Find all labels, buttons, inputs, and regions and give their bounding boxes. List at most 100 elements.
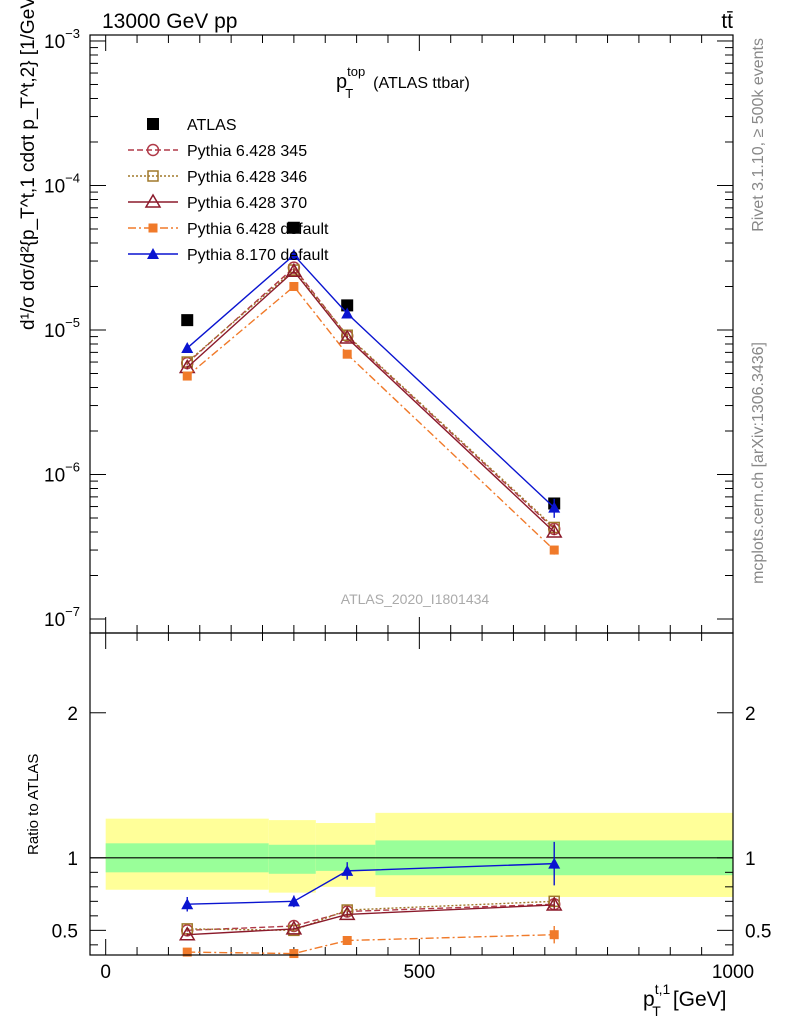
legend-marker	[148, 223, 158, 233]
main-ytick-label-exp: −6	[65, 459, 80, 474]
main-title-sub: T	[345, 86, 353, 101]
main-ytick-label: 10−7	[44, 604, 80, 631]
main-ytick-label-base: 10	[44, 465, 65, 486]
main-ytick-label-base: 10	[44, 32, 65, 53]
ratio-point	[545, 896, 563, 911]
main-watermark: ATLAS_2020_I1801434	[341, 591, 490, 607]
ratio-point	[285, 920, 303, 935]
ratio-xlabel-sup: t,1	[655, 981, 671, 997]
ratio-series-line	[187, 900, 555, 932]
main-ytick-label: 10−3	[44, 26, 80, 53]
ratio-point	[342, 935, 352, 945]
main-series-line	[186, 270, 555, 533]
ratio-panel: 0.5 0.5 1 1 2 2 0 500 1000 Ratio to ATLAS pt,1 T […	[25, 632, 771, 1019]
main-point	[545, 523, 563, 538]
legend-label: Pythia 6.428 370	[187, 195, 307, 212]
ratio-xlabel-sub: T	[652, 1003, 661, 1019]
main-point	[338, 329, 356, 344]
main-ytick-label: 10−5	[44, 315, 80, 342]
main-title-p: p	[336, 71, 347, 93]
ratio-point	[341, 864, 354, 876]
main-ytick-label-exp: −7	[65, 604, 80, 619]
main-series-line	[186, 254, 555, 509]
legend-item-1: Pythia 6.428 345	[128, 143, 307, 160]
legend-marker	[146, 143, 160, 157]
main-point	[549, 545, 559, 555]
main-ylabel: d¹/σ dσ/d²{p_T^t,1 cdσt p_T^t,2} [1/GeV²…	[18, 0, 39, 330]
main-point	[341, 299, 354, 312]
main-title: ptop T (ATLAS ttbar)	[336, 64, 470, 101]
ratio-series-line	[187, 903, 555, 932]
ratio-point	[178, 926, 196, 941]
main-series-3	[178, 262, 563, 538]
ratio-band-green	[268, 844, 316, 874]
legend-label: Pythia 8.170 default	[187, 247, 329, 264]
ratio-ticks: 0.5 0.5 1 1 2 2 0 500 1000	[52, 633, 771, 983]
ratio-point	[338, 905, 356, 921]
ratio-xlabel: pt,1 T [GeV]	[643, 981, 727, 1019]
main-point	[289, 281, 299, 291]
ratio-ytick-label-right: 0.5	[745, 921, 771, 942]
legend-marker	[147, 118, 159, 130]
legend-label: Pythia 6.428 default	[187, 221, 329, 238]
main-ytick-label-exp: −5	[65, 315, 80, 330]
ratio-ytick-label-right: 1	[745, 849, 756, 870]
legend-label: Pythia 6.428 345	[187, 143, 307, 160]
main-point	[181, 314, 194, 327]
main-series-0	[181, 221, 561, 511]
ratio-series-line	[187, 904, 555, 936]
legend-marker	[147, 248, 159, 259]
main-point	[287, 221, 300, 234]
main-point	[287, 249, 300, 261]
main-series-5	[181, 249, 561, 518]
main-title-rest: (ATLAS ttbar)	[373, 75, 470, 92]
main-point	[342, 349, 352, 359]
ratio-frame	[89, 632, 734, 956]
legend: ATLAS Pythia 6.428 345 Pythia 6.428 346 Pyt…	[128, 117, 329, 264]
ratio-point	[289, 949, 299, 959]
ratio-point	[182, 947, 192, 957]
source-label: mcplots.cern.ch [arXiv:1306.3436]	[750, 342, 767, 584]
ratio-xtick-label: 1000	[712, 962, 754, 983]
ratio-xlabel-p: p	[643, 988, 655, 1011]
legend-marker	[147, 170, 159, 182]
ratio-xtick-label: 500	[403, 962, 435, 983]
main-series-line	[186, 269, 555, 528]
legend-item-2: Pythia 6.428 346	[128, 169, 307, 186]
ratio-series-0	[180, 897, 561, 937]
rivet-label: Rivet 3.1.10, ≥ 500k events	[750, 38, 767, 232]
legend-item-4: Pythia 6.428 default	[128, 221, 329, 238]
main-ytick-label-exp: −3	[65, 26, 80, 41]
main-series	[178, 221, 563, 555]
main-series-2	[181, 264, 560, 534]
ratio-bands	[90, 812, 733, 897]
ratio-point	[549, 930, 559, 940]
main-ytick-label: 10−6	[44, 459, 80, 486]
legend-item-3: Pythia 6.428 370	[128, 193, 307, 212]
ratio-point	[287, 895, 300, 907]
energy-label: 13000 GeV pp	[102, 10, 237, 33]
ratio-ytick-label-right: 2	[745, 704, 756, 725]
process-label: tt̄	[721, 10, 733, 33]
main-series-line	[186, 285, 555, 551]
ratio-series-2	[178, 896, 563, 941]
legend-item-5: Pythia 8.170 default	[128, 247, 329, 264]
main-point	[181, 342, 194, 354]
main-title-sup: top	[347, 64, 365, 79]
main-ytick-label-exp: −4	[65, 170, 80, 185]
main-ytick-label-base: 10	[44, 610, 65, 631]
ratio-ylabel: Ratio to ATLAS	[25, 754, 42, 855]
main-ytick-label: 10−4	[44, 170, 80, 197]
legend-label: Pythia 6.428 346	[187, 169, 307, 186]
ratio-xtick-label: 0	[100, 962, 111, 983]
ratio-series	[178, 841, 563, 959]
main-point	[285, 262, 303, 277]
ratio-point	[181, 898, 194, 910]
ratio-series-line	[187, 862, 555, 905]
legend-label: ATLAS	[187, 117, 237, 134]
main-ticks: 10−710−610−510−410−3	[44, 26, 734, 633]
ratio-series-3	[182, 925, 559, 959]
main-ytick-label-base: 10	[44, 321, 65, 342]
ratio-ytick-label-left: 1	[67, 849, 78, 870]
ratio-xlabel-unit: [GeV]	[673, 988, 727, 1011]
